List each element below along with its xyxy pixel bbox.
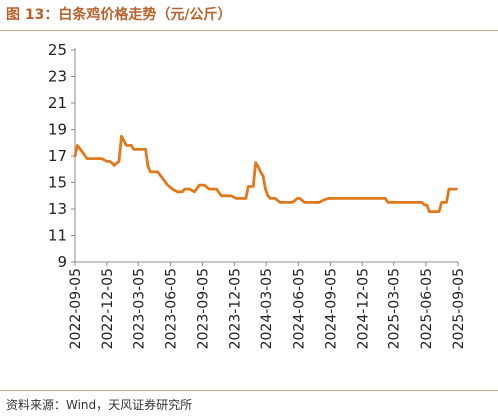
x-tick-label: 2024-09-05 bbox=[323, 268, 339, 349]
title-divider bbox=[0, 30, 498, 31]
x-tick-label: 2022-09-05 bbox=[68, 268, 84, 349]
series-layer bbox=[73, 134, 458, 214]
y-tick-label: 15 bbox=[48, 174, 67, 192]
x-tick-label: 2025-03-05 bbox=[387, 268, 403, 349]
y-tick-label: 21 bbox=[48, 94, 67, 112]
y-tick-label: 19 bbox=[48, 121, 67, 139]
x-axis: 2022-09-05 2022-12-05 2023-03-05 2023-06-05… bbox=[68, 261, 467, 349]
y-tick-label: 11 bbox=[48, 227, 67, 245]
x-tick-label: 2024-06-05 bbox=[291, 268, 307, 349]
x-tick-label: 2023-12-05 bbox=[227, 268, 243, 349]
x-tick-label: 2022-12-05 bbox=[100, 268, 116, 349]
footer-divider bbox=[0, 390, 498, 391]
x-tick-label: 2025-06-05 bbox=[419, 268, 435, 349]
series-line-0 bbox=[73, 134, 458, 214]
y-tick-label: 25 bbox=[48, 41, 67, 59]
x-tick-label: 2023-09-05 bbox=[196, 268, 212, 349]
y-tick-label: 17 bbox=[48, 147, 67, 165]
source-note: 资料来源：Wind，天风证券研究所 bbox=[6, 398, 193, 412]
y-tick-label: 23 bbox=[48, 68, 67, 86]
x-tick-label: 2025-09-05 bbox=[451, 268, 467, 349]
y-tick-label: 9 bbox=[57, 253, 67, 271]
x-tick-label: 2023-06-05 bbox=[163, 268, 179, 349]
x-tick-label: 2023-03-05 bbox=[131, 268, 147, 349]
y-axis: 9 11 13 15 17 19 21 23 25 bbox=[48, 41, 76, 271]
x-tick-label: 2024-03-05 bbox=[259, 268, 275, 349]
y-tick-label: 13 bbox=[48, 200, 67, 218]
chart-title: 图 13：白条鸡价格走势（元/公斤） bbox=[6, 7, 232, 23]
x-tick-label: 2024-12-05 bbox=[355, 268, 371, 349]
